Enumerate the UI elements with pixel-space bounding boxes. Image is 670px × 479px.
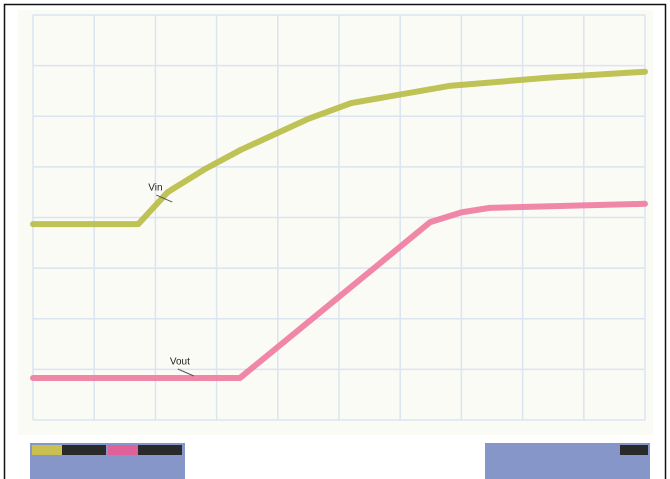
traces	[30, 68, 648, 381]
trace	[30, 200, 648, 381]
channel-chip	[62, 445, 106, 455]
trace-label: Vout	[170, 357, 190, 368]
trace	[30, 68, 648, 228]
trigger-chip	[620, 445, 648, 455]
label-leader	[156, 194, 173, 203]
status-bar	[30, 443, 650, 479]
channel-chip	[32, 445, 62, 455]
frame	[3, 3, 667, 479]
trace-label: Vin	[148, 183, 162, 194]
grid	[32, 14, 646, 421]
channel-chip	[138, 445, 182, 455]
labels: Vin Vout	[148, 183, 195, 377]
label-leader	[177, 368, 195, 377]
channel-chip	[108, 445, 138, 455]
